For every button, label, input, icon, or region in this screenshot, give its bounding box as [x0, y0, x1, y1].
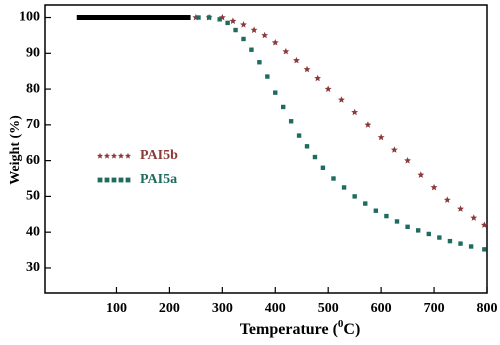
- legend-marker: [125, 177, 131, 183]
- data-point: [296, 133, 302, 138]
- data-point: [394, 219, 400, 224]
- data-point: [282, 47, 290, 55]
- legend-label: PAI5b: [140, 148, 178, 163]
- data-point: [250, 26, 258, 33]
- data-point: [430, 183, 438, 191]
- data-point: [437, 235, 442, 240]
- data-point: [196, 15, 201, 20]
- data-point: [261, 31, 269, 39]
- legend-marker: [104, 177, 110, 183]
- data-point: [240, 21, 247, 28]
- x-label-text: Temperature (: [240, 321, 338, 338]
- legend-marker: [104, 152, 110, 159]
- data-point: [288, 119, 294, 124]
- data-point: [217, 17, 222, 22]
- y-tick-label: 100: [19, 10, 40, 25]
- legend-marker: [118, 177, 124, 183]
- data-point: [257, 60, 262, 65]
- data-point: [363, 201, 368, 206]
- data-point: [265, 74, 270, 79]
- data-point: [303, 65, 311, 73]
- y-tick-label: 50: [26, 189, 40, 204]
- data-point: [482, 247, 487, 252]
- data-point: [405, 224, 410, 230]
- data-point: [426, 231, 431, 237]
- data-point: [373, 208, 379, 213]
- y-axis-label: Weight (%): [8, 115, 23, 185]
- data-point: [273, 90, 278, 95]
- y-tick-label: 40: [26, 224, 40, 239]
- plot-frame: [44, 4, 488, 294]
- data-point: [341, 185, 347, 190]
- data-point: [458, 241, 463, 246]
- legend-marker: [125, 152, 131, 159]
- data-point: [364, 121, 372, 128]
- y-tick-label: 90: [26, 46, 40, 61]
- y-tick-label: 60: [26, 153, 40, 168]
- x-tick-label: 300: [212, 301, 233, 316]
- data-point: [468, 244, 474, 249]
- data-point: [351, 108, 359, 116]
- data-point: [457, 205, 464, 212]
- data-point: [225, 20, 230, 26]
- data-point: [320, 165, 326, 170]
- legend-marker: [118, 152, 124, 159]
- x-tick-label: 800: [477, 301, 498, 316]
- data-point: [384, 213, 389, 219]
- data-point: [271, 39, 279, 46]
- data-point: [324, 85, 332, 92]
- data-point: [331, 176, 336, 181]
- data-point: [447, 238, 453, 244]
- data-point: [470, 214, 478, 221]
- data-point: [249, 47, 254, 52]
- x-tick-label: 400: [265, 301, 286, 316]
- data-point: [229, 17, 237, 24]
- x-tick-label: 700: [424, 301, 445, 316]
- x-tick-label: 100: [106, 301, 127, 316]
- data-point: [377, 133, 385, 141]
- data-point: [338, 96, 345, 103]
- y-tick-label: 70: [26, 117, 40, 132]
- data-point: [312, 154, 318, 160]
- data-point: [304, 144, 310, 149]
- data-point: [281, 104, 286, 110]
- data-point: [206, 15, 212, 20]
- data-point: [417, 171, 425, 178]
- legend-marker: [111, 177, 117, 183]
- data-point: [390, 146, 398, 153]
- x-label-text: C): [343, 321, 360, 338]
- y-tick-label: 80: [26, 81, 40, 96]
- data-point: [415, 228, 421, 233]
- x-tick-label: 200: [159, 301, 180, 316]
- data-point: [404, 157, 411, 164]
- data-point: [293, 56, 300, 64]
- data-point: [480, 221, 488, 228]
- x-tick-label: 500: [318, 301, 339, 316]
- data-point: [241, 36, 246, 42]
- legend-marker: [97, 177, 103, 183]
- x-label-superscript: 0: [338, 318, 344, 330]
- x-axis-label: Temperature (0C): [240, 318, 361, 338]
- data-point: [352, 194, 357, 199]
- data-point: [233, 27, 238, 33]
- data-point: [314, 74, 321, 82]
- x-tick-label: 600: [371, 301, 392, 316]
- y-tick-label: 30: [26, 260, 40, 275]
- legend-label: PAI5a: [140, 172, 177, 187]
- legend-marker: [97, 152, 103, 159]
- data-point: [443, 196, 451, 203]
- legend-marker: [111, 152, 117, 159]
